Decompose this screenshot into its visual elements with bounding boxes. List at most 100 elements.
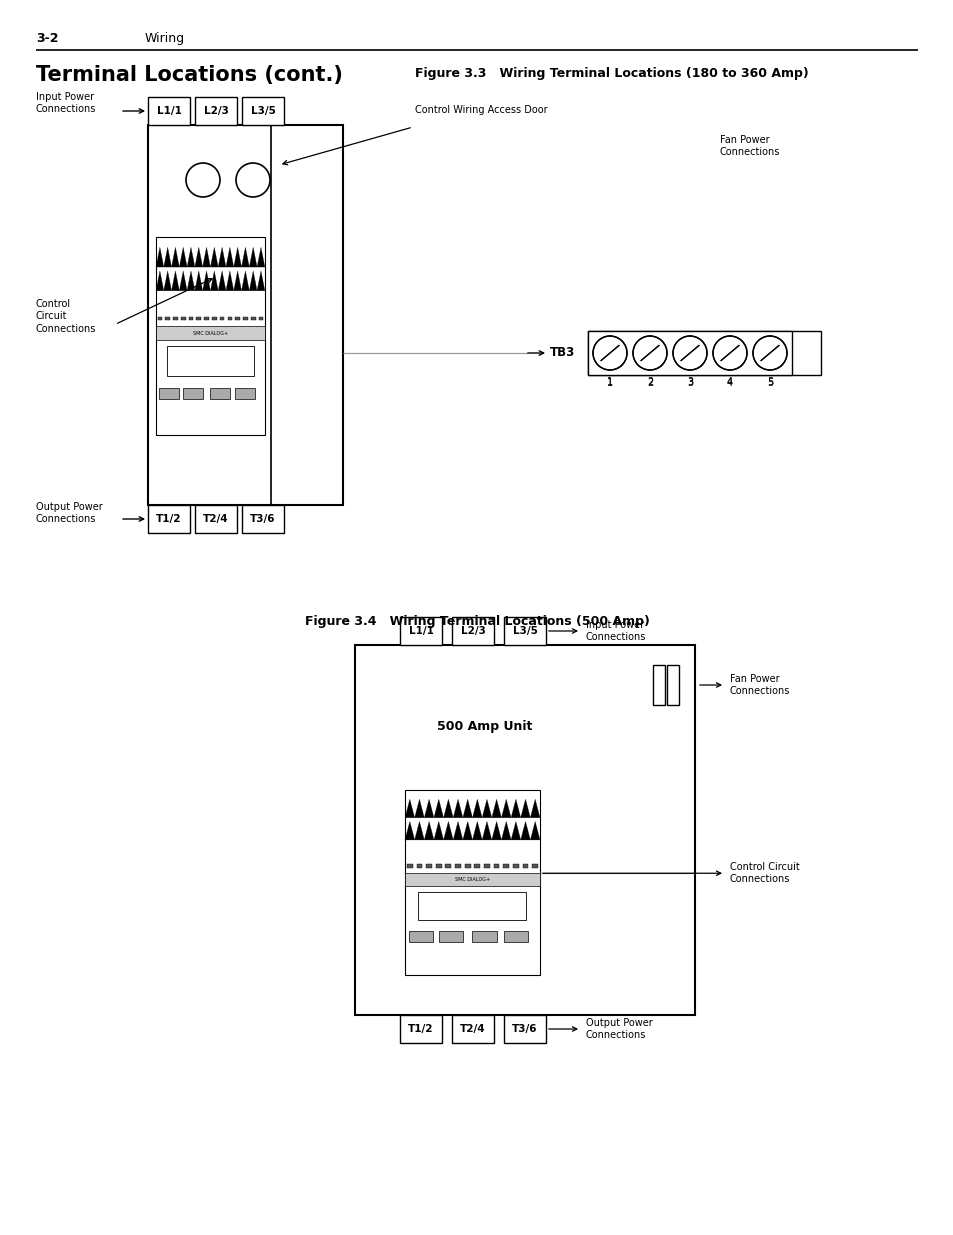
Text: Figure 3.3   Wiring Terminal Locations (180 to 360 Amp): Figure 3.3 Wiring Terminal Locations (18… (415, 67, 808, 80)
Polygon shape (226, 247, 233, 267)
Polygon shape (179, 270, 187, 290)
Polygon shape (481, 799, 491, 818)
Polygon shape (405, 799, 415, 818)
Polygon shape (530, 821, 539, 840)
Bar (438, 931, 462, 942)
Text: 1: 1 (606, 378, 613, 388)
Bar (409, 931, 433, 942)
Bar (503, 618, 545, 645)
Bar (474, 863, 479, 868)
Bar (666, 664, 679, 705)
Polygon shape (218, 247, 226, 267)
Polygon shape (424, 821, 434, 840)
Bar (503, 863, 509, 868)
Polygon shape (415, 821, 424, 840)
Polygon shape (472, 799, 481, 818)
Bar (464, 863, 470, 868)
Text: 4: 4 (726, 378, 732, 388)
Bar (399, 1015, 441, 1044)
Bar (426, 863, 432, 868)
Polygon shape (511, 821, 520, 840)
Polygon shape (241, 270, 249, 290)
Bar (251, 317, 255, 320)
Polygon shape (249, 247, 256, 267)
Text: L2/3: L2/3 (203, 106, 228, 116)
Polygon shape (249, 270, 256, 290)
Polygon shape (164, 247, 172, 267)
Bar (503, 931, 527, 942)
Polygon shape (256, 247, 265, 267)
Text: Terminal Locations (cont.): Terminal Locations (cont.) (36, 65, 342, 85)
Text: 5: 5 (766, 377, 772, 387)
Text: 5: 5 (766, 378, 772, 388)
Text: L3/5: L3/5 (512, 626, 537, 636)
Text: T2/4: T2/4 (203, 514, 229, 524)
Text: T2/4: T2/4 (459, 1024, 485, 1034)
Text: 1: 1 (606, 377, 613, 387)
Polygon shape (194, 270, 202, 290)
Polygon shape (462, 799, 472, 818)
Bar (399, 618, 441, 645)
Polygon shape (453, 821, 462, 840)
Bar (532, 863, 537, 868)
Polygon shape (256, 270, 265, 290)
Bar (194, 505, 236, 534)
Polygon shape (218, 270, 226, 290)
Polygon shape (202, 247, 211, 267)
Text: L1/1: L1/1 (408, 626, 433, 636)
Bar (157, 317, 162, 320)
Polygon shape (424, 799, 434, 818)
Text: 4: 4 (726, 377, 732, 387)
Text: 3-2: 3-2 (36, 32, 58, 44)
Bar (436, 863, 441, 868)
Polygon shape (179, 247, 187, 267)
Bar (503, 1015, 545, 1044)
Bar (148, 505, 190, 534)
Text: 2: 2 (646, 377, 653, 387)
Polygon shape (172, 247, 179, 267)
Polygon shape (520, 799, 530, 818)
Polygon shape (530, 799, 539, 818)
Polygon shape (187, 247, 194, 267)
Bar (455, 863, 460, 868)
Bar (156, 326, 265, 340)
Polygon shape (405, 821, 415, 840)
Bar (407, 863, 413, 868)
Bar (452, 1015, 494, 1044)
Bar (587, 331, 821, 375)
Bar (418, 892, 526, 920)
Text: Control Circuit
Connections: Control Circuit Connections (729, 862, 799, 884)
Polygon shape (434, 799, 443, 818)
Bar (156, 237, 265, 435)
Text: L3/5: L3/5 (251, 106, 275, 116)
Bar (522, 863, 528, 868)
Text: 500 Amp Unit: 500 Amp Unit (436, 720, 532, 732)
Text: L2/3: L2/3 (460, 626, 485, 636)
Bar (211, 388, 230, 399)
Bar (148, 98, 190, 125)
Polygon shape (501, 799, 511, 818)
Polygon shape (491, 799, 501, 818)
Bar (228, 317, 232, 320)
Bar (212, 317, 216, 320)
Text: Control Wiring Access Door: Control Wiring Access Door (415, 105, 547, 115)
Text: TB3: TB3 (550, 347, 575, 359)
Text: T3/6: T3/6 (250, 514, 275, 524)
Text: Input Power
Connections: Input Power Connections (36, 91, 96, 114)
Bar (405, 873, 539, 887)
Polygon shape (211, 270, 218, 290)
Bar (194, 98, 236, 125)
Bar (235, 388, 254, 399)
Bar (165, 317, 170, 320)
Polygon shape (443, 799, 453, 818)
Polygon shape (164, 270, 172, 290)
Polygon shape (211, 247, 218, 267)
Bar (148, 125, 343, 505)
Bar (183, 388, 203, 399)
Bar (181, 317, 185, 320)
Bar (513, 863, 518, 868)
Polygon shape (194, 247, 202, 267)
Text: Fan Power
Connections: Fan Power Connections (729, 674, 789, 697)
Bar (242, 98, 284, 125)
Polygon shape (511, 799, 520, 818)
